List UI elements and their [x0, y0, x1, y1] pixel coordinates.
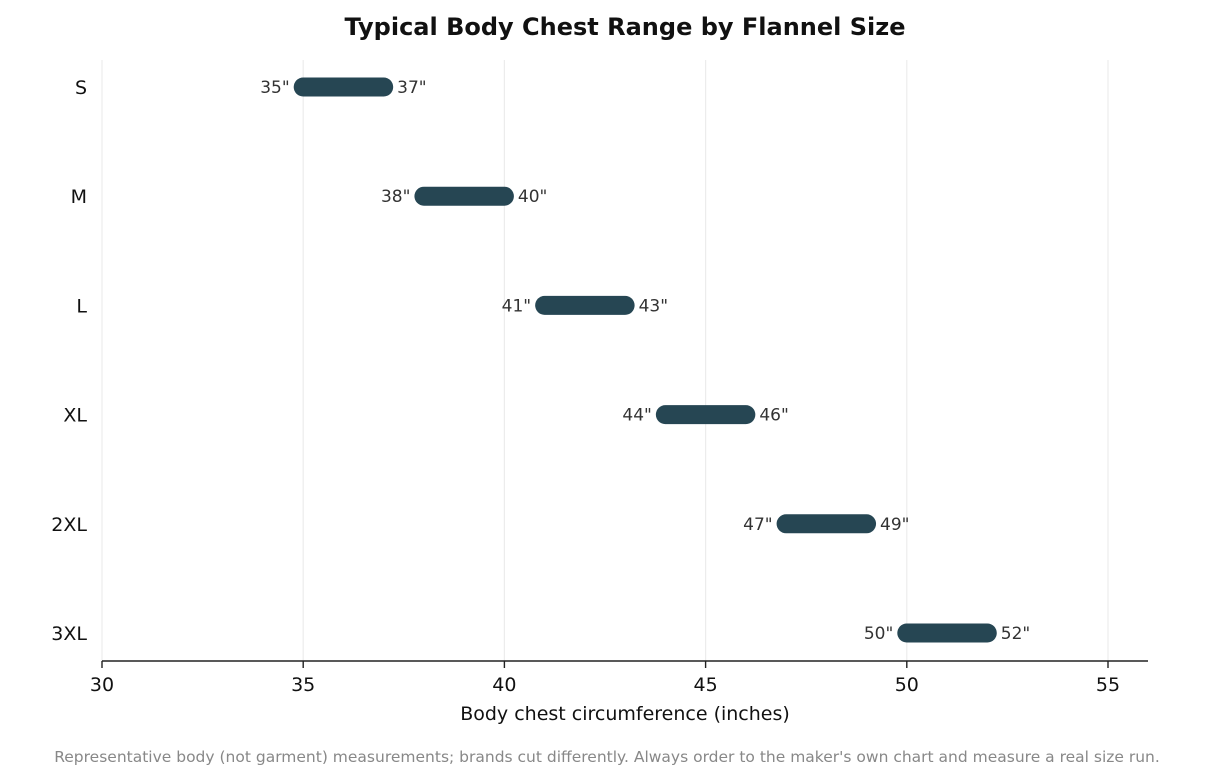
range-bar-2xl [776, 514, 877, 534]
max-label-s: 37" [397, 78, 426, 98]
x-tick-label-35: 35 [291, 674, 315, 696]
range-bar-3xl [897, 623, 997, 643]
x-tick-label-50: 50 [895, 674, 919, 696]
min-label-3xl: 50" [864, 624, 893, 644]
max-label-2xl: 49" [880, 515, 909, 535]
grid-layer [101, 60, 1109, 661]
max-label-3xl: 52" [1001, 624, 1030, 644]
range-bar-s [293, 77, 394, 97]
category-label-l: L [76, 295, 87, 317]
max-label-l: 43" [639, 296, 668, 316]
category-label-xl: XL [63, 405, 87, 427]
x-tick-label-45: 45 [694, 674, 718, 696]
category-label-s: S [75, 77, 87, 99]
min-label-l: 41" [502, 296, 531, 316]
x-axis-ticks: 30 35 40 45 50 55 [90, 661, 1120, 696]
category-label-m: M [71, 186, 87, 208]
x-tick-label-30: 30 [90, 674, 114, 696]
footnote: Representative body (not garment) measur… [54, 748, 1160, 766]
range-bar-l [535, 295, 635, 315]
min-label-2xl: 47" [743, 515, 772, 535]
min-label-s: 35" [260, 78, 289, 98]
x-tick-label-40: 40 [492, 674, 516, 696]
range-bar-m [414, 186, 514, 206]
x-tick-label-55: 55 [1096, 674, 1120, 696]
min-label-m: 38" [381, 187, 410, 207]
x-axis-label: Body chest circumference (inches) [460, 703, 790, 725]
chart-title: Typical Body Chest Range by Flannel Size [345, 13, 906, 41]
bar-layer: 35" 37" 38" 40" 41" 43" 44" 46" 47" 49" 50" 52" [260, 77, 1030, 644]
max-label-m: 40" [518, 187, 547, 207]
min-label-xl: 44" [622, 406, 651, 426]
range-bar-xl [655, 405, 756, 425]
category-label-2xl: 2XL [51, 514, 87, 536]
max-label-xl: 46" [759, 406, 788, 426]
category-label-3xl: 3XL [51, 623, 87, 645]
category-labels: S M L XL 2XL 3XL [51, 77, 87, 645]
